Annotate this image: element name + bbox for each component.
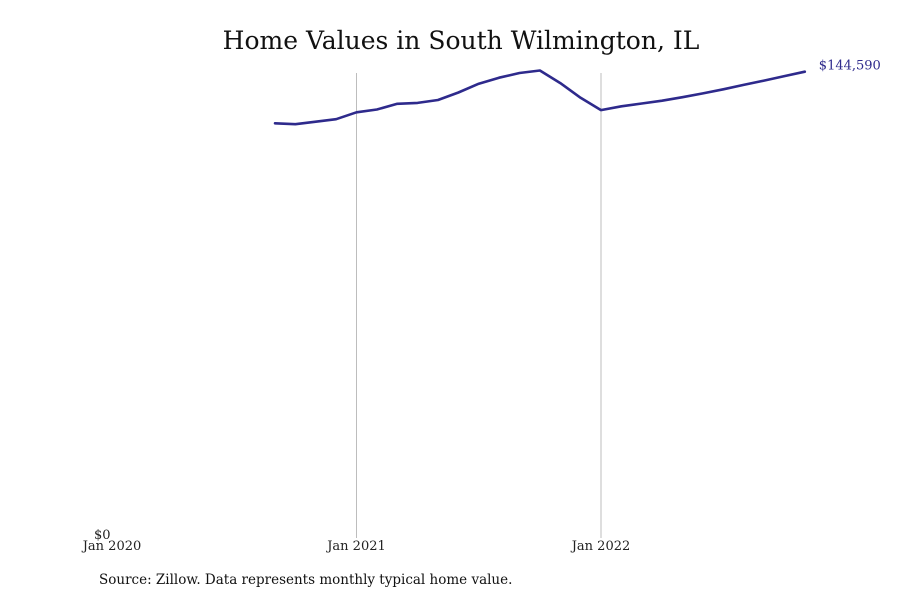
series-line [273, 69, 807, 126]
x-axis-ticks: Jan 2020 Jan 2021 Jan 2022 [81, 539, 631, 554]
x-tick-label: Jan 2022 [570, 539, 631, 554]
x-tick-label: Jan 2021 [325, 539, 386, 554]
y-tick-label: $0 [94, 528, 111, 543]
x-tick-label: Jan 2020 [81, 539, 142, 554]
chart-title: Home Values in South Wilmington, IL [222, 26, 700, 55]
source-note: Source: Zillow. Data represents monthly … [99, 572, 513, 588]
end-value-label: $144,590 [819, 59, 881, 74]
series-layer [273, 69, 807, 126]
gridlines [356, 73, 602, 538]
y-axis-ticks: $0 [94, 528, 111, 543]
